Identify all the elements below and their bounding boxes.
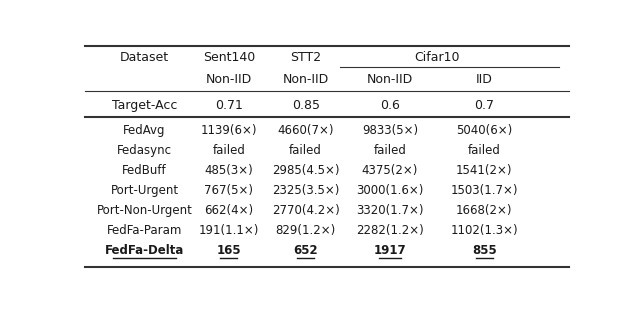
Text: 662(4×): 662(4×) (204, 204, 253, 217)
Text: FedFa-Param: FedFa-Param (107, 224, 182, 237)
Text: 2325(3.5×): 2325(3.5×) (272, 184, 339, 197)
Text: failed: failed (468, 144, 500, 157)
Text: 0.71: 0.71 (215, 99, 243, 112)
Text: 652: 652 (293, 244, 318, 257)
Text: 1541(2×): 1541(2×) (456, 164, 513, 177)
Text: Non-IID: Non-IID (367, 73, 413, 86)
Text: Non-IID: Non-IID (282, 73, 329, 86)
Text: 2282(1.2×): 2282(1.2×) (356, 224, 424, 237)
Text: 3320(1.7×): 3320(1.7×) (356, 204, 424, 217)
Text: Cifar10: Cifar10 (414, 51, 460, 64)
Text: 1917: 1917 (374, 244, 406, 257)
Text: Non-IID: Non-IID (205, 73, 252, 86)
Text: 0.7: 0.7 (474, 99, 494, 112)
Text: 2985(4.5×): 2985(4.5×) (272, 164, 339, 177)
Text: 1102(1.3×): 1102(1.3×) (451, 224, 518, 237)
Text: Target-Acc: Target-Acc (112, 99, 177, 112)
Text: Dataset: Dataset (120, 51, 169, 64)
Text: 191(1.1×): 191(1.1×) (198, 224, 259, 237)
Text: Sent140: Sent140 (203, 51, 255, 64)
Text: failed: failed (289, 144, 322, 157)
Text: IID: IID (476, 73, 493, 86)
Text: 1668(2×): 1668(2×) (456, 204, 513, 217)
Text: 3000(1.6×): 3000(1.6×) (356, 184, 424, 197)
Text: 4660(7×): 4660(7×) (277, 124, 334, 137)
Text: 1139(6×): 1139(6×) (200, 124, 257, 137)
Text: 855: 855 (472, 244, 497, 257)
Text: 4375(2×): 4375(2×) (362, 164, 418, 177)
Text: FedBuff: FedBuff (122, 164, 167, 177)
Text: 767(5×): 767(5×) (204, 184, 253, 197)
Text: Port-Non-Urgent: Port-Non-Urgent (97, 204, 193, 217)
Text: 0.6: 0.6 (380, 99, 400, 112)
Text: Port-Urgent: Port-Urgent (111, 184, 179, 197)
Text: 1503(1.7×): 1503(1.7×) (451, 184, 518, 197)
Text: 829(1.2×): 829(1.2×) (276, 224, 336, 237)
Text: Fedasync: Fedasync (117, 144, 172, 157)
Text: FedAvg: FedAvg (124, 124, 166, 137)
Text: 0.85: 0.85 (292, 99, 320, 112)
Text: 165: 165 (216, 244, 241, 257)
Text: 5040(6×): 5040(6×) (456, 124, 513, 137)
Text: failed: failed (374, 144, 406, 157)
Text: STT2: STT2 (290, 51, 321, 64)
Text: 2770(4.2×): 2770(4.2×) (272, 204, 340, 217)
Text: failed: failed (212, 144, 245, 157)
Text: 9833(5×): 9833(5×) (362, 124, 418, 137)
Text: FedFa-Delta: FedFa-Delta (105, 244, 184, 257)
Text: 485(3×): 485(3×) (204, 164, 253, 177)
